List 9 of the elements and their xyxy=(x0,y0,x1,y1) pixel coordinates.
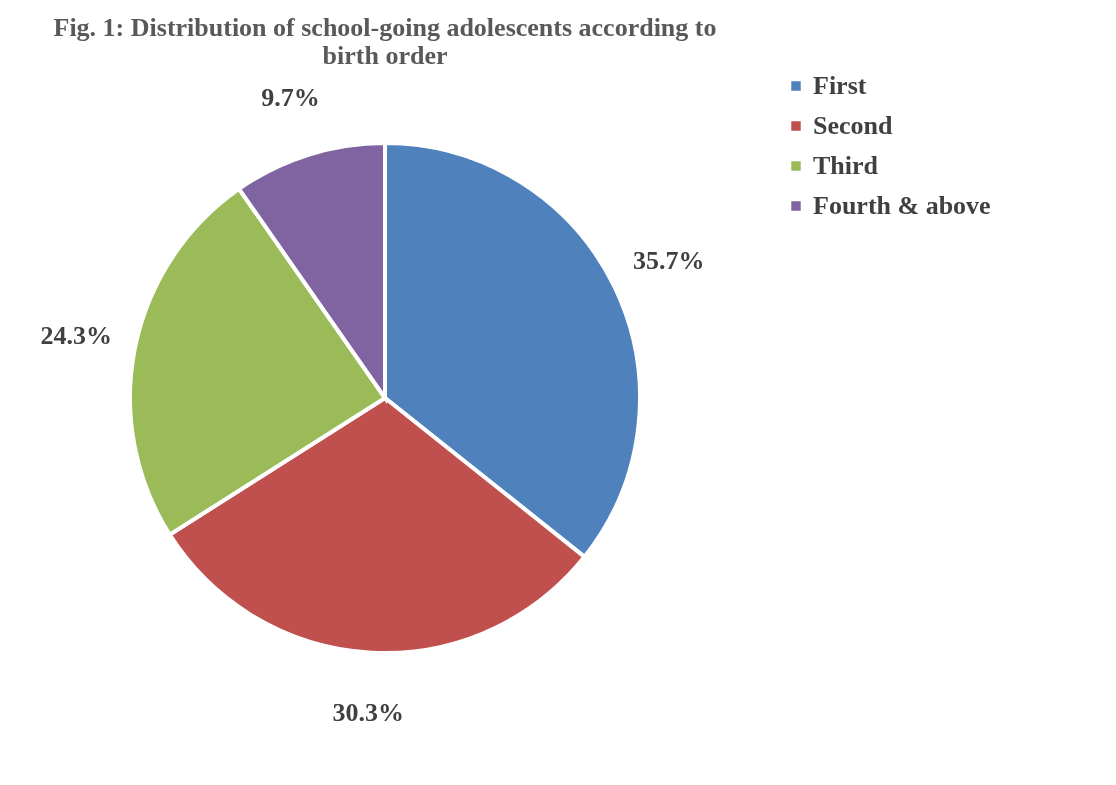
data-label: 24.3% xyxy=(40,321,112,351)
data-label: 30.3% xyxy=(332,697,404,727)
data-label: 35.7% xyxy=(632,246,705,276)
chart-title: Fig. 1: Distribution of school-going adolescents according to birth order xyxy=(53,13,717,70)
legend-label: Third xyxy=(813,151,879,180)
legend-label: First xyxy=(813,71,867,100)
legend-label: Fourth & above xyxy=(813,191,991,220)
data-label: 9.7% xyxy=(261,82,320,112)
legend-label: Second xyxy=(813,111,893,140)
